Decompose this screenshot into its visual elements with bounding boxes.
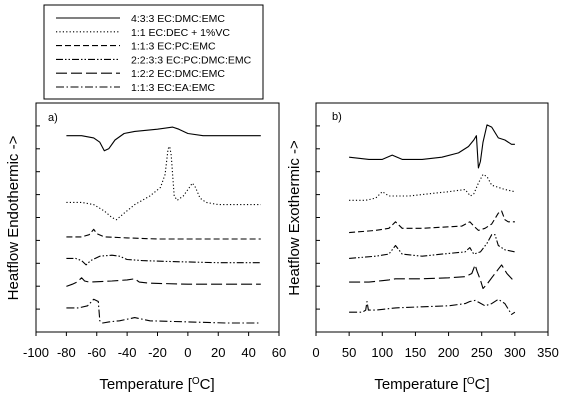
x-tick-label: 200 xyxy=(438,345,460,360)
x-tick-label: 250 xyxy=(471,345,493,360)
legend-label: 4:3:3 EC:DMC:EMC xyxy=(131,13,225,25)
x-tick-label: 60 xyxy=(272,345,286,360)
series-line xyxy=(66,298,261,324)
series-line xyxy=(349,234,516,259)
series-line xyxy=(349,173,516,201)
series-line xyxy=(66,277,261,287)
x-tick-label: 50 xyxy=(342,345,356,360)
y-axis-title: Heatflow Endothermic -> xyxy=(5,135,22,300)
panel-b: b) 0 50 100 150 200 250 300 350 Temperature [OC… xyxy=(286,102,559,393)
x-tick-label: 20 xyxy=(211,345,225,360)
x-tick-label: -60 xyxy=(87,345,106,360)
series-line xyxy=(66,145,261,221)
x-tick-label: 300 xyxy=(504,345,526,360)
x-ticks xyxy=(35,332,280,336)
x-tick-label: 100 xyxy=(371,345,393,360)
x-ticks xyxy=(315,332,549,336)
x-tick-label: -80 xyxy=(57,345,76,360)
x-axis-title: Temperature [OC] xyxy=(374,376,489,393)
x-tick-label: 40 xyxy=(241,345,255,360)
x-tick-labels: 0 50 100 150 200 250 300 350 xyxy=(312,345,558,360)
x-tick-label: -100 xyxy=(23,345,49,360)
x-tick-label: -20 xyxy=(148,345,167,360)
series-line xyxy=(66,228,261,240)
panel-label: a) xyxy=(48,112,58,124)
x-tick-label: 350 xyxy=(537,345,559,360)
panel-a: a) -100 -80 -60 -40 -20 0 20 40 60 Temperature [… xyxy=(5,102,286,393)
series-line xyxy=(349,298,516,315)
series-line xyxy=(349,264,516,290)
x-axis-title: Temperature [OC] xyxy=(99,376,214,393)
series-line xyxy=(349,210,515,234)
panel-label: b) xyxy=(332,111,342,123)
series-line xyxy=(349,124,515,169)
series-group xyxy=(349,124,516,315)
legend-label: 1:1 EC:DEC + 1%VC xyxy=(131,27,230,39)
series-line xyxy=(66,126,261,152)
plot-frame xyxy=(35,102,280,333)
y-ticks xyxy=(36,102,40,333)
legend-label: 2:2:3:3 EC:PC:DMC:EMC xyxy=(131,54,252,66)
y-ticks xyxy=(316,102,320,333)
x-tick-label: 0 xyxy=(312,345,319,360)
x-tick-label: 0 xyxy=(184,345,191,360)
legend-box xyxy=(43,4,264,100)
legend-label: 1:1:3 EC:PC:EMC xyxy=(131,41,216,53)
y-axis-title: Heatflow Exothermic -> xyxy=(286,140,303,296)
legend-label: 1:2:2 EC:DMC:EMC xyxy=(131,68,225,80)
series-line xyxy=(66,254,261,266)
plot-frame xyxy=(315,102,549,333)
series-group xyxy=(66,126,261,324)
x-tick-labels: -100 -80 -60 -40 -20 0 20 40 60 xyxy=(23,345,286,360)
x-tick-label: -40 xyxy=(118,345,137,360)
x-tick-label: 150 xyxy=(405,345,427,360)
legend-label: 1:1:3 EC:EA:EMC xyxy=(131,82,215,94)
legend: 4:3:3 EC:DMC:EMC 1:1 EC:DEC + 1%VC 1:1:3 E… xyxy=(43,4,264,100)
